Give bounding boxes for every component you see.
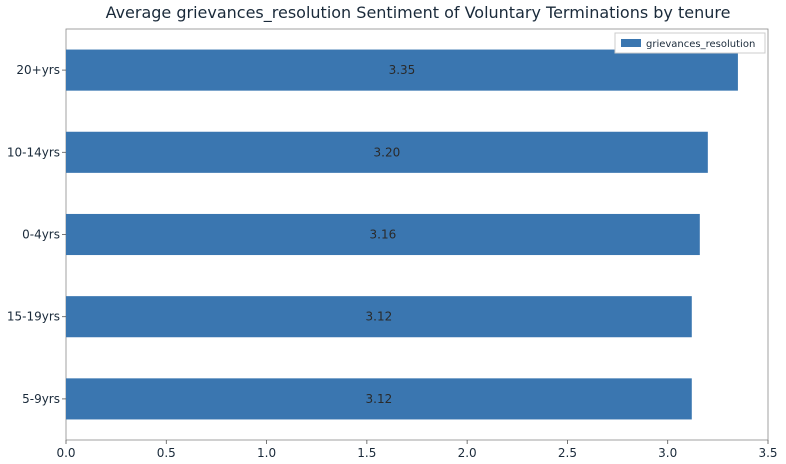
legend-label: grievances_resolution bbox=[646, 39, 755, 50]
bar-5-9yrs bbox=[66, 378, 692, 420]
y-axis: 20+yrs 10-14yrs 0-4yrs 15-19yrs 5-9yrs bbox=[7, 63, 66, 406]
x-axis: 0.0 0.5 1.0 1.5 2.0 2.5 3.0 3.5 bbox=[56, 440, 778, 460]
bar-value-label: 3.12 bbox=[366, 310, 393, 324]
bar-15-19yrs bbox=[66, 296, 692, 338]
bar-value-label: 3.35 bbox=[389, 63, 416, 77]
bar-value-labels: 3.35 3.20 3.16 3.12 3.12 bbox=[366, 63, 416, 406]
bar-0-4yrs bbox=[66, 213, 700, 256]
x-tick-label: 3.0 bbox=[658, 446, 677, 460]
x-tick-label: 2.0 bbox=[458, 446, 477, 460]
y-tick-label: 0-4yrs bbox=[22, 228, 60, 242]
chart-title: Average grievances_resolution Sentiment … bbox=[106, 3, 731, 23]
x-tick-label: 3.5 bbox=[758, 446, 777, 460]
bar-value-label: 3.12 bbox=[366, 392, 393, 406]
y-tick-label: 15-19yrs bbox=[7, 310, 60, 324]
x-tick-label: 0.5 bbox=[157, 446, 176, 460]
legend-box bbox=[614, 32, 766, 54]
bar-20+yrs bbox=[66, 49, 738, 91]
y-tick-label: 10-14yrs bbox=[7, 145, 60, 159]
bar-value-label: 3.20 bbox=[374, 145, 401, 159]
x-tick-label: 2.5 bbox=[558, 446, 577, 460]
y-tick-label: 5-9yrs bbox=[22, 392, 60, 406]
bars-group bbox=[66, 49, 738, 420]
legend: grievances_resolution bbox=[614, 32, 766, 54]
x-tick-label: 0.0 bbox=[56, 446, 75, 460]
legend-swatch bbox=[621, 39, 641, 47]
x-tick-label: 1.0 bbox=[257, 446, 276, 460]
y-tick-label: 20+yrs bbox=[16, 63, 60, 77]
bar-10-14yrs bbox=[66, 131, 708, 173]
x-tick-label: 1.5 bbox=[357, 446, 376, 460]
bar-value-label: 3.16 bbox=[370, 228, 397, 242]
